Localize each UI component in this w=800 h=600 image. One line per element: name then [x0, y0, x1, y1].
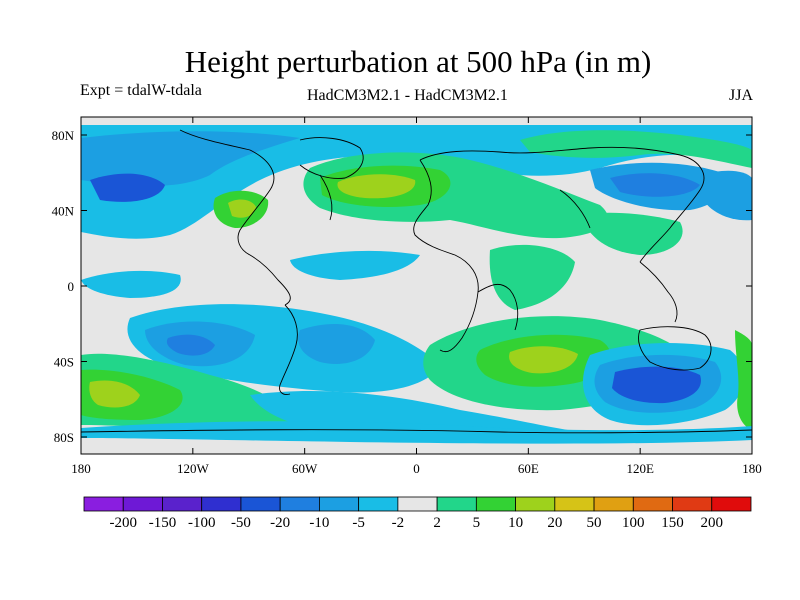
map-title: Height perturbation at 500 hPa (in m) — [184, 44, 652, 79]
y-tick-label: 0 — [68, 279, 75, 294]
contour-north-negative-core — [90, 173, 165, 202]
x-tick-label: 60E — [518, 461, 539, 476]
colorbar-swatch — [593, 496, 634, 512]
colorbar-label: 100 — [622, 515, 645, 531]
x-tick-label: 0 — [413, 461, 420, 476]
contour-north-america-positive-core — [228, 199, 256, 218]
contour-south-atlantic-negative — [298, 324, 375, 364]
models-label: HadCM3M2.1 - HadCM3M2.1 — [307, 87, 508, 104]
colorbar-label: -200 — [109, 515, 137, 531]
contour-southeast-positive — [735, 330, 752, 430]
colorbar-swatch — [319, 496, 360, 512]
colorbar-label: -2 — [392, 515, 405, 531]
colorbar-label: 10 — [508, 515, 523, 531]
colorbar-swatch — [672, 496, 713, 512]
contour-ne-pacific-negative — [700, 170, 752, 221]
x-tick-label: 120E — [626, 461, 654, 476]
colorbar-label: -10 — [309, 515, 329, 531]
x-axis-ticks: 180 120W 60W 0 60E 120E 180 — [71, 117, 762, 476]
y-axis-ticks: 80N 40N 0 40S 80S — [52, 128, 752, 445]
colorbar-swatch — [632, 496, 673, 512]
y-tick-label: 80N — [52, 128, 75, 143]
colorbar-label: -150 — [149, 515, 177, 531]
contour-antarctic-negative — [81, 421, 752, 444]
season-label: JJA — [729, 87, 754, 104]
colorbar-label: -100 — [188, 515, 216, 531]
colorbar-label: 5 — [473, 515, 481, 531]
x-tick-label: 60W — [292, 461, 318, 476]
colorbar-swatch — [83, 496, 124, 512]
contour-africa-positive — [489, 244, 575, 310]
contour-north-negative-inner — [81, 131, 300, 187]
colorbar-swatch — [162, 496, 203, 512]
colorbar-label: 2 — [433, 515, 441, 531]
colorbar-swatch — [554, 496, 595, 512]
x-tick-label: 180 — [742, 461, 762, 476]
colorbar-label: -50 — [231, 515, 251, 531]
colorbar-swatch — [515, 496, 556, 512]
contour-central-negative — [290, 250, 420, 280]
colorbar-label: 150 — [661, 515, 684, 531]
y-tick-label: 40S — [54, 355, 74, 370]
contour-arctic-positive — [520, 130, 752, 168]
colorbar-swatch — [122, 496, 163, 512]
colorbar-swatch — [711, 496, 752, 512]
map-field — [81, 117, 752, 454]
contour-indian-ocean-positive-core — [509, 346, 578, 374]
contour-australia-negative-core — [612, 366, 701, 404]
colorbar-swatch — [240, 496, 281, 512]
contour-southwest-positive-core — [89, 380, 140, 408]
coastlines — [81, 129, 752, 434]
contour-south-pacific-negative-core — [166, 334, 215, 356]
experiment-label: Expt = tdalW-tdala — [80, 82, 202, 99]
colorbar-swatch — [475, 496, 516, 512]
contour-north-atlantic-positive-core — [337, 174, 416, 199]
colorbar-label: -5 — [352, 515, 365, 531]
colorbar-label: 200 — [701, 515, 724, 531]
contour-nw-pacific-negative-core — [610, 173, 700, 197]
colorbar-swatch — [279, 496, 320, 512]
contour-west-tropics-negative — [81, 270, 181, 298]
colorbar-swatch — [358, 496, 399, 512]
colorbar-label: 50 — [587, 515, 602, 531]
y-tick-label: 40N — [52, 204, 75, 219]
colorbar-label: -20 — [270, 515, 290, 531]
colorbar-label: 20 — [547, 515, 562, 531]
colorbar-swatch — [397, 496, 438, 512]
colorbar-swatch — [436, 496, 477, 512]
colorbar: -200 -150 -100 -50 -20 -10 -5 -2 2 5 10 20 50 100 150 2… — [83, 496, 752, 531]
x-tick-label: 180 — [71, 461, 91, 476]
y-tick-label: 80S — [54, 430, 74, 445]
x-tick-label: 120W — [177, 461, 210, 476]
colorbar-swatch — [201, 496, 242, 512]
contour-asia-positive — [580, 212, 683, 255]
